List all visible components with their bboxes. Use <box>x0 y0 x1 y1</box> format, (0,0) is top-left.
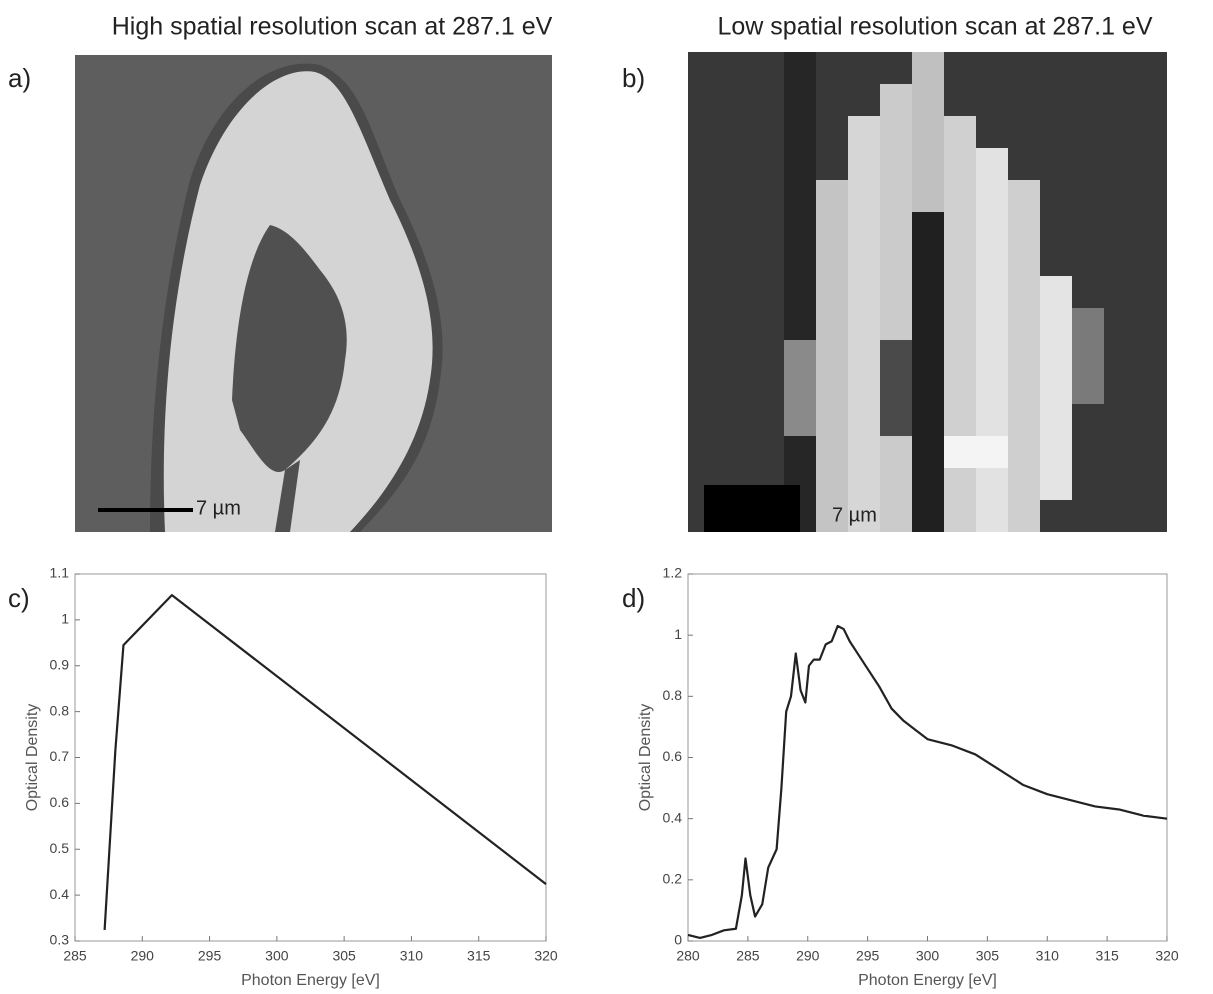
x-tick-label: 305 <box>976 948 1000 964</box>
x-tick-label: 285 <box>63 948 87 964</box>
y-tick-label: 0.4 <box>50 886 70 902</box>
y-tick-label: 0.8 <box>50 702 70 718</box>
x-tick-label: 320 <box>534 948 558 964</box>
panel-label: a) <box>8 63 31 93</box>
y-axis-label: Optical Density <box>637 704 654 812</box>
micrograph: 7 µm <box>75 55 552 533</box>
panel-label: c) <box>8 583 30 613</box>
panel-title: Low spatial resolution scan at 287.1 eV <box>718 13 1153 41</box>
x-tick-label: 320 <box>1155 948 1179 964</box>
panel-label: b) <box>622 63 645 93</box>
x-tick-label: 285 <box>736 948 760 964</box>
scale-bar-label: 7 µm <box>832 504 877 526</box>
x-tick-label: 315 <box>1095 948 1119 964</box>
plot-frame <box>74 573 547 942</box>
plot-frame <box>687 573 1168 942</box>
x-tick-label: 310 <box>1036 948 1060 964</box>
panel-title: High spatial resolution scan at 287.1 eV <box>112 13 553 41</box>
panel-label: d) <box>622 583 645 613</box>
y-tick-label: 1.1 <box>50 565 70 581</box>
y-tick-label: 1 <box>674 626 682 642</box>
x-tick-label: 290 <box>796 948 820 964</box>
y-axis-label: Optical Density <box>24 704 41 812</box>
y-tick-label: 0.5 <box>50 840 70 856</box>
y-tick-label: 0.9 <box>50 656 70 672</box>
x-tick-label: 295 <box>198 948 222 964</box>
x-tick-label: 300 <box>265 948 289 964</box>
x-axis-label: Photon Energy [eV] <box>241 972 380 989</box>
x-tick-label: 280 <box>676 948 700 964</box>
micrograph-pixelated: 7 µm <box>688 52 1167 532</box>
x-axis-label: Photon Energy [eV] <box>858 972 997 989</box>
x-tick-label: 290 <box>131 948 155 964</box>
data-line <box>103 594 547 931</box>
scale-bar-label: 7 µm <box>196 497 241 519</box>
y-tick-label: 0.8 <box>663 687 683 703</box>
y-tick-label: 1.2 <box>663 565 683 581</box>
x-tick-label: 305 <box>332 948 356 964</box>
y-tick-label: 0.6 <box>663 748 683 764</box>
y-tick-label: 1 <box>61 611 69 627</box>
x-tick-label: 300 <box>916 948 940 964</box>
y-tick-label: 0 <box>674 932 682 948</box>
x-tick-label: 315 <box>467 948 491 964</box>
y-tick-label: 0.6 <box>50 794 70 810</box>
x-tick-label: 295 <box>856 948 880 964</box>
y-tick-label: 0.3 <box>50 932 70 948</box>
y-tick-label: 0.4 <box>663 809 683 825</box>
data-line <box>687 624 1168 940</box>
y-tick-label: 0.2 <box>663 871 683 887</box>
y-tick-label: 0.7 <box>50 748 70 764</box>
x-tick-label: 310 <box>400 948 424 964</box>
